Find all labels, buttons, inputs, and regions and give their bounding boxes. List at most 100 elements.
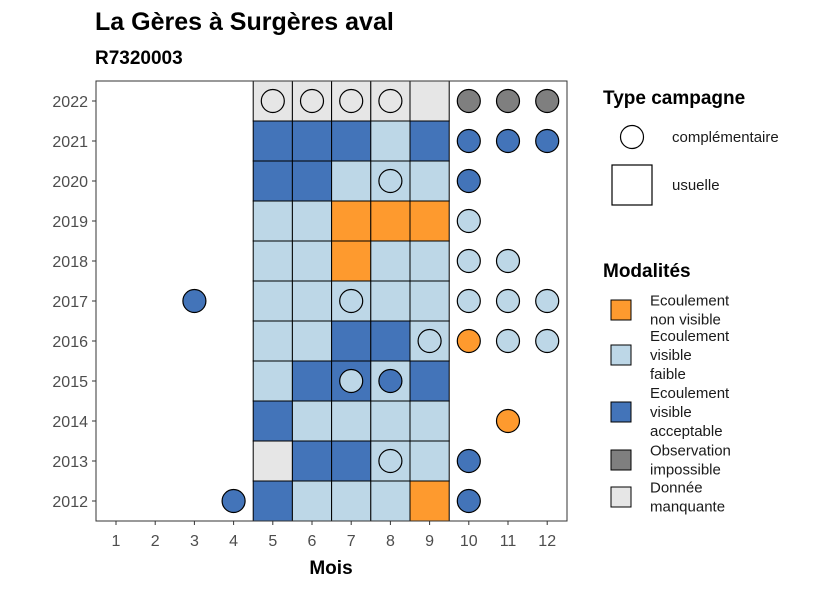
cell-2014-6 — [291, 400, 333, 442]
point-2017-10 — [456, 288, 481, 314]
x-tick-label: 1 — [112, 533, 121, 550]
cell-2021-5 — [252, 120, 293, 162]
x-tick-label: 11 — [500, 533, 517, 550]
cell-2015-6 — [291, 360, 333, 402]
plot-area — [95, 80, 568, 522]
cell-2017-5 — [252, 280, 293, 322]
y-tick-label: 2022 — [52, 94, 88, 111]
cell-2012-9 — [409, 480, 450, 522]
x-tick-label: 5 — [268, 533, 277, 550]
cell-2021-8 — [370, 120, 411, 162]
cell-2018-9 — [409, 240, 450, 282]
cell-2021-9 — [409, 120, 450, 162]
point-2021-10 — [456, 128, 481, 154]
cell-2019-6 — [291, 200, 333, 242]
x-tick-label: 9 — [425, 533, 434, 550]
point-2021-11 — [495, 128, 521, 154]
cell-2020-6 — [291, 160, 333, 202]
x-tick-label: 10 — [460, 533, 478, 550]
legend-key-complementaire — [619, 124, 645, 150]
x-tick-label: 4 — [229, 533, 238, 550]
cell-2016-6 — [291, 320, 333, 362]
point-2017-7 — [339, 288, 364, 314]
point-2013-8 — [378, 448, 403, 474]
y-tick-label: 2018 — [52, 254, 88, 271]
cell-2019-8 — [370, 200, 411, 242]
cell-2019-9 — [409, 200, 450, 242]
legend-label-manquante: Donnée manquante — [650, 480, 725, 516]
cell-2017-8 — [370, 280, 411, 322]
cell-2018-8 — [370, 240, 411, 282]
cell-2013-9 — [409, 440, 450, 482]
cell-2018-7 — [331, 240, 372, 282]
cell-2012-6 — [291, 480, 333, 522]
point-2012-4 — [221, 488, 246, 514]
point-2022-6 — [299, 88, 325, 114]
point-2022-12 — [535, 88, 560, 114]
cell-2013-7 — [331, 440, 372, 482]
cell-2014-5 — [252, 400, 293, 442]
point-2022-8 — [378, 88, 403, 114]
legend-key-usuelle — [611, 164, 653, 206]
chart-title: La Gères à Surgères aval — [95, 8, 394, 36]
x-tick-label: 3 — [190, 533, 199, 550]
legend-label-complementaire: complémentaire — [672, 129, 779, 146]
cell-2020-5 — [252, 160, 293, 202]
cell-2021-6 — [291, 120, 333, 162]
point-2015-8 — [378, 368, 403, 394]
legend-label-faible: Ecoulement visible faible — [650, 328, 730, 383]
point-2017-3 — [182, 288, 207, 314]
legend-label-acceptable: Ecoulement visible acceptable — [650, 385, 730, 440]
legend-label-non_visible: Ecoulement non visible — [650, 293, 730, 329]
cell-2020-9 — [409, 160, 450, 202]
cell-2018-6 — [291, 240, 333, 282]
point-2016-10 — [456, 328, 481, 354]
point-2022-10 — [456, 88, 481, 114]
y-tick-label: 2014 — [52, 414, 88, 431]
y-tick-label: 2016 — [52, 334, 88, 351]
point-2018-10 — [456, 248, 481, 274]
complementaire-circles — [182, 88, 560, 514]
x-tick-label: 12 — [538, 533, 556, 550]
cell-2019-5 — [252, 200, 293, 242]
cell-2016-7 — [331, 320, 372, 362]
cell-2018-5 — [252, 240, 293, 282]
point-2018-11 — [495, 248, 521, 274]
x-tick-label: 2 — [151, 533, 160, 550]
legend-modalites-title: Modalités — [603, 261, 691, 282]
cell-2021-7 — [331, 120, 372, 162]
legend-type-campagne: Type campagne complémentaire usuelle — [603, 88, 779, 206]
point-2022-7 — [339, 88, 364, 114]
point-2017-12 — [535, 288, 560, 314]
legend-swatch-manquante — [610, 486, 632, 508]
cell-2019-7 — [331, 200, 372, 242]
y-tick-label: 2012 — [52, 494, 88, 511]
cell-2014-9 — [409, 400, 450, 442]
legend-label-impossible: Observation impossible — [650, 443, 731, 479]
legend-label-usuelle: usuelle — [672, 177, 720, 194]
y-tick-label: 2021 — [52, 134, 88, 151]
cell-2016-5 — [252, 320, 293, 362]
point-2013-10 — [456, 448, 481, 474]
legend-swatch-impossible — [610, 449, 632, 471]
cell-2014-7 — [331, 400, 372, 442]
point-2012-10 — [456, 488, 481, 514]
x-axis: 1 2 3 4 5 6 7 8 9 10 11 12 — [112, 521, 556, 550]
y-axis: 2012 2013 2014 2015 2016 2017 2018 2019 2020 2021… — [52, 94, 96, 511]
point-2016-12 — [535, 328, 560, 354]
point-2017-11 — [495, 288, 521, 314]
point-2014-11 — [495, 408, 521, 434]
cell-2017-9 — [409, 280, 450, 322]
legend-type-title: Type campagne — [603, 88, 745, 109]
cell-2012-5 — [252, 480, 293, 522]
cell-2017-6 — [291, 280, 333, 322]
usuelle-cells — [252, 80, 450, 522]
cell-2022-9 — [409, 80, 450, 122]
y-tick-label: 2017 — [52, 294, 88, 311]
y-tick-label: 2015 — [52, 374, 88, 391]
cell-2013-5 — [252, 440, 293, 482]
point-2020-8 — [378, 168, 403, 194]
chart-subtitle: R7320003 — [95, 48, 183, 69]
legend-modalites: Modalités Ecoulement non visibleEcoulemen… — [603, 261, 731, 516]
